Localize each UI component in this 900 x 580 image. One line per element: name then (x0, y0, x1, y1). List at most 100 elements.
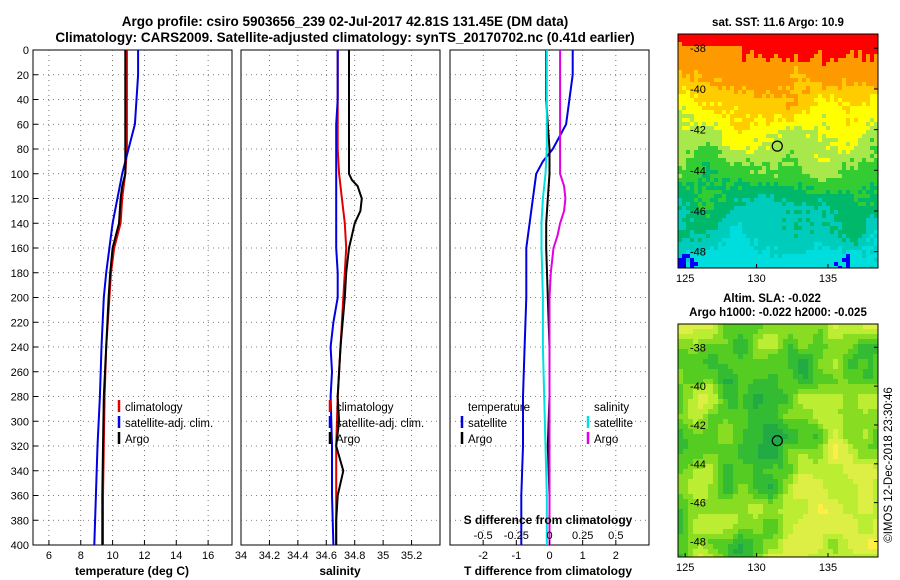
map-cell (728, 329, 734, 335)
map-cell (683, 459, 689, 465)
map-cell (803, 414, 809, 420)
map-cell (713, 464, 719, 470)
map-cell (694, 102, 699, 107)
map-cell (718, 82, 723, 87)
map-cell (823, 439, 829, 445)
map-cell (870, 70, 875, 75)
map-cell (874, 210, 879, 215)
map-cell (813, 409, 819, 415)
map-cell (783, 494, 789, 500)
map-cell (868, 544, 874, 550)
map-cell (822, 234, 827, 239)
map-cell (718, 359, 724, 365)
map-cell (682, 118, 687, 123)
map-cell (753, 504, 759, 510)
map-cell (743, 359, 749, 365)
map-cell (734, 90, 739, 95)
map-cell (746, 162, 751, 167)
map-cell (703, 374, 709, 380)
map-cell (826, 150, 831, 155)
map-cell (714, 54, 719, 59)
map-cell (773, 534, 779, 540)
map-cell (810, 214, 815, 219)
map-cell (703, 439, 709, 445)
map-cell (698, 178, 703, 183)
map-cell (686, 234, 691, 239)
map-cell (830, 142, 835, 147)
map-cell (730, 46, 735, 51)
map-cell (798, 86, 803, 91)
map-cell (753, 439, 759, 445)
map-cell (846, 218, 851, 223)
map-cell (714, 238, 719, 243)
map-cell (798, 374, 804, 380)
map-cell (814, 50, 819, 55)
map-cell (830, 170, 835, 175)
map-cell (702, 262, 707, 267)
map-cell (853, 509, 859, 515)
map-cell (846, 198, 851, 203)
map-cell (850, 162, 855, 167)
map-cell (822, 254, 827, 259)
map-cell (738, 334, 744, 340)
map-cell (818, 142, 823, 147)
map-cell (866, 34, 871, 39)
map-cell (788, 344, 794, 350)
map-cell (822, 50, 827, 55)
map-cell (808, 514, 814, 520)
map-cell (834, 78, 839, 83)
map-cell (762, 90, 767, 95)
map-cell (788, 379, 794, 385)
map-cell (678, 389, 684, 395)
map-cell (746, 122, 751, 127)
map-cell (810, 118, 815, 123)
map-cell (826, 78, 831, 83)
map-cell (774, 222, 779, 227)
map-cell (838, 86, 843, 91)
map-cell (703, 329, 709, 335)
map-cell (748, 439, 754, 445)
map-cell (678, 379, 684, 385)
map-cell (808, 374, 814, 380)
map-cell (703, 454, 709, 460)
map-cell (733, 354, 739, 360)
map-cell (798, 110, 803, 115)
map-cell (798, 214, 803, 219)
map-cell (838, 359, 844, 365)
map-cell (782, 66, 787, 71)
map-cell (762, 182, 767, 187)
map-cell (858, 364, 864, 370)
map-cell (868, 339, 874, 345)
map-cell (718, 334, 724, 340)
map-cell (778, 339, 784, 345)
map-cell (862, 70, 867, 75)
map-cell (798, 242, 803, 247)
difference-grid (450, 50, 649, 545)
map-cell (774, 254, 779, 259)
map-cell (870, 230, 875, 235)
map-cell (758, 138, 763, 143)
map-cell (803, 474, 809, 480)
map-cell (746, 54, 751, 59)
map-cell (858, 459, 864, 465)
map-cell (708, 489, 714, 495)
map-cell (783, 364, 789, 370)
map-cell (814, 46, 819, 51)
map-cell (738, 489, 744, 495)
map-cell (862, 158, 867, 163)
map-cell (802, 238, 807, 243)
map-cell (722, 206, 727, 211)
map-cell (802, 94, 807, 99)
map-cell (870, 142, 875, 147)
map-cell (848, 384, 854, 390)
map-cell (870, 254, 875, 259)
map-cell (714, 98, 719, 103)
map-cell (718, 50, 723, 55)
map-cell (838, 62, 843, 67)
map-cell (778, 329, 784, 335)
map-cell (862, 98, 867, 103)
map-cell (863, 429, 869, 435)
map-cell (830, 58, 835, 63)
map-cell (718, 214, 723, 219)
